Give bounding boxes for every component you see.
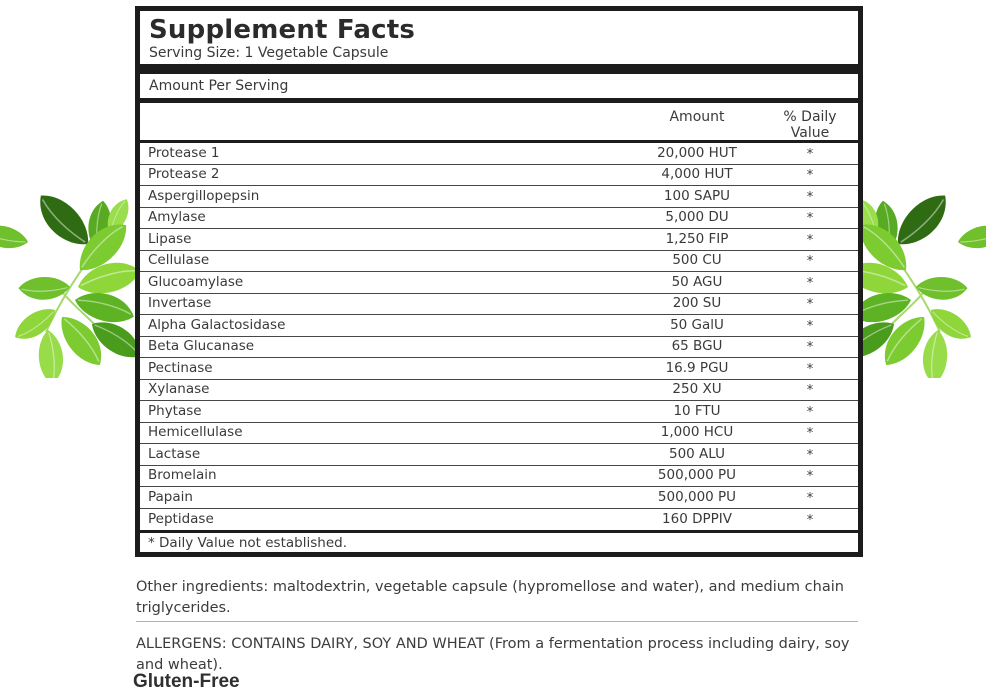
ingredient-row: Lactase 500 ALU *	[140, 444, 858, 466]
divider-bar-thick	[140, 64, 858, 74]
ingredient-dv: *	[806, 254, 814, 270]
ingredient-amount: 20,000 HUT	[657, 144, 737, 161]
ingredient-name: Cellulase	[148, 252, 210, 268]
ingredient-amount: 4,000 HUT	[661, 166, 733, 182]
ingredient-dv: *	[806, 383, 814, 399]
ingredient-amount: 160 DPPIV	[662, 510, 732, 527]
ingredient-name: Phytase	[148, 402, 202, 419]
ingredient-row: Aspergillopepsin 100 SAPU *	[140, 186, 858, 208]
ingredient-dv: *	[806, 490, 814, 506]
ingredient-name: Hemicellulase	[148, 424, 243, 440]
ingredient-row: Alpha Galactosidase 50 GalU *	[140, 315, 858, 337]
ingredient-dv: *	[806, 340, 814, 356]
ingredient-row: Xylanase 250 XU *	[140, 380, 858, 401]
ingredient-row: Invertase 200 SU *	[140, 294, 858, 315]
column-header-spacer	[140, 109, 632, 141]
ingredient-amount: 5,000 DU	[665, 209, 729, 225]
serving-size: Serving Size: 1 Vegetable Capsule	[149, 45, 389, 62]
section-divider-line	[136, 621, 858, 622]
ingredient-row: Bromelain 500,000 PU *	[140, 466, 858, 487]
ingredient-row: Lipase 1,250 FIP *	[140, 229, 858, 251]
ingredient-dv: *	[806, 146, 814, 162]
panel-title: Supplement Facts	[149, 15, 416, 45]
ingredient-amount: 1,250 FIP	[665, 230, 729, 247]
ingredient-name: Amylase	[148, 209, 206, 225]
ingredient-dv: *	[806, 318, 814, 334]
ingredient-name: Xylanase	[148, 381, 210, 397]
ingredient-name: Invertase	[148, 295, 212, 311]
ingredient-amount: 1,000 HCU	[660, 424, 734, 440]
ingredient-dv: *	[806, 512, 814, 528]
ingredient-dv: *	[806, 361, 814, 377]
ingredient-row: Papain 500,000 PU *	[140, 487, 858, 509]
ingredient-row: Beta Glucanase 65 BGU *	[140, 337, 858, 358]
ingredient-name: Peptidase	[148, 510, 214, 527]
daily-value-line2: Value	[790, 125, 830, 142]
supplement-facts-panel: Supplement Facts Serving Size: 1 Vegetab…	[135, 6, 863, 557]
ingredient-rows: Protease 1 20,000 HUT * Protease 2 4,000 HUT…	[140, 143, 858, 530]
column-header-daily-value: % Daily Value	[762, 109, 858, 141]
ingredient-dv: *	[806, 168, 814, 184]
daily-value-footnote: * Daily Value not established.	[148, 535, 347, 551]
ingredient-row: Glucoamylase 50 AGU *	[140, 272, 858, 294]
gluten-free-text: Gluten-Free	[133, 671, 240, 692]
ingredient-amount: 100 SAPU	[663, 187, 731, 204]
ingredient-name: Bromelain	[148, 467, 217, 483]
panel-header: Supplement Facts Serving Size: 1 Vegetab…	[140, 11, 858, 64]
ingredient-amount: 500,000 PU	[657, 467, 737, 483]
ingredient-dv: *	[806, 275, 814, 291]
ingredient-dv: *	[806, 404, 814, 420]
ingredient-row: Hemicellulase 1,000 HCU *	[140, 423, 858, 444]
ingredient-row: Phytase 10 FTU *	[140, 401, 858, 423]
other-ingredients-text: Other ingredients: maltodextrin, vegetab…	[136, 579, 844, 617]
ingredient-amount: 50 GalU	[670, 316, 724, 333]
ingredient-amount: 500,000 PU	[657, 488, 737, 505]
ingredient-amount: 16.9 PGU	[665, 359, 729, 376]
divider-bar-thin-bottom	[140, 530, 858, 533]
ingredient-name: Papain	[148, 488, 193, 505]
ingredient-name: Lactase	[148, 445, 201, 462]
ingredient-dv: *	[806, 297, 814, 313]
ingredient-dv: *	[806, 426, 814, 442]
divider-bar-medium	[140, 98, 858, 103]
ingredient-amount: 250 XU	[672, 381, 722, 397]
ingredient-dv: *	[806, 189, 814, 205]
ingredient-name: Lipase	[148, 230, 192, 247]
amount-per-serving-label: Amount Per Serving	[149, 78, 289, 94]
ingredient-amount: 10 FTU	[673, 402, 721, 419]
ingredient-row: Pectinase 16.9 PGU *	[140, 358, 858, 380]
ingredient-amount: 500 CU	[672, 252, 722, 268]
daily-value-line1: % Daily	[783, 109, 837, 125]
ingredient-amount: 65 BGU	[671, 338, 723, 354]
ingredient-row: Amylase 5,000 DU *	[140, 208, 858, 229]
ingredient-name: Pectinase	[148, 359, 213, 376]
divider-bar-thin-top	[140, 140, 858, 143]
ingredient-amount: 200 SU	[672, 295, 722, 311]
ingredient-amount: 500 ALU	[668, 445, 726, 462]
ingredient-name: Protease 1	[148, 144, 220, 161]
ingredient-name: Beta Glucanase	[148, 338, 255, 354]
leaf-decoration-right-icon	[849, 192, 986, 378]
ingredient-name: Alpha Galactosidase	[148, 316, 286, 333]
ingredient-row: Peptidase 160 DPPIV *	[140, 509, 858, 531]
ingredient-dv: *	[806, 447, 814, 463]
column-header-amount: Amount	[669, 109, 725, 125]
ingredient-name: Glucoamylase	[148, 273, 244, 290]
ingredient-name: Aspergillopepsin	[148, 187, 260, 204]
column-header-row: Amount % Daily Value	[140, 103, 858, 141]
leaf-decoration-left-icon	[0, 192, 140, 378]
ingredient-amount: 50 AGU	[671, 273, 723, 290]
ingredient-name: Protease 2	[148, 166, 220, 182]
ingredient-row: Cellulase 500 CU *	[140, 251, 858, 272]
allergens-text: ALLERGENS: CONTAINS DAIRY, SOY AND WHEAT…	[136, 636, 850, 674]
ingredient-dv: *	[806, 232, 814, 248]
ingredient-row: Protease 2 4,000 HUT *	[140, 165, 858, 186]
ingredient-row: Protease 1 20,000 HUT *	[140, 143, 858, 165]
ingredient-dv: *	[806, 211, 814, 227]
ingredient-dv: *	[806, 469, 814, 485]
